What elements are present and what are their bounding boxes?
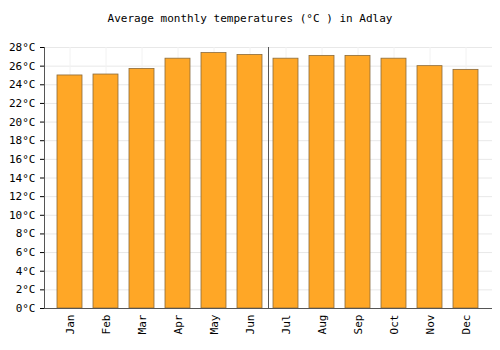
svg-text:28°C: 28°C [9, 41, 36, 54]
svg-text:0°C: 0°C [16, 302, 36, 315]
svg-text:18°C: 18°C [9, 134, 36, 147]
svg-text:8°C: 8°C [16, 227, 36, 240]
svg-text:Feb: Feb [100, 315, 113, 335]
svg-text:Jun: Jun [244, 315, 257, 335]
svg-text:22°C: 22°C [9, 97, 36, 110]
svg-text:Sep: Sep [352, 315, 365, 335]
svg-text:Oct: Oct [388, 315, 401, 335]
svg-text:6°C: 6°C [16, 246, 36, 259]
svg-text:Dec: Dec [460, 315, 473, 335]
svg-text:20°C: 20°C [9, 116, 36, 129]
svg-text:24°C: 24°C [9, 78, 36, 91]
svg-text:Nov: Nov [424, 314, 437, 334]
svg-text:May: May [208, 314, 221, 334]
svg-text:Apr: Apr [172, 314, 185, 334]
svg-text:4°C: 4°C [16, 265, 36, 278]
svg-text:16°C: 16°C [9, 153, 36, 166]
html-text:Average monthly temperatures (: Average monthly temperatures (°C ) in Ad… [107, 12, 393, 25]
svg-text:Jul: Jul [280, 315, 293, 335]
svg-text:Jan: Jan [64, 315, 77, 335]
svg-text:2°C: 2°C [16, 283, 36, 296]
svg-text:14°C: 14°C [9, 172, 36, 185]
svg-text:26°C: 26°C [9, 60, 36, 73]
svg-text:Aug: Aug [316, 315, 329, 335]
svg-text:10°C: 10°C [9, 209, 36, 222]
svg-text:12°C: 12°C [9, 190, 36, 203]
svg-text:Mar: Mar [136, 314, 149, 334]
